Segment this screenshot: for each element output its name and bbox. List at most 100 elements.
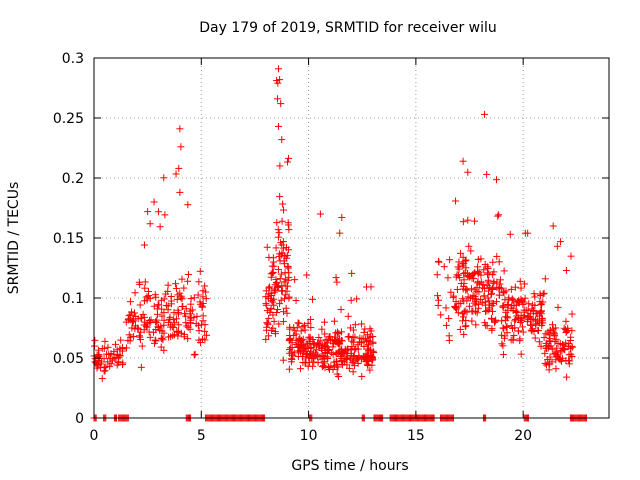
data-point [348, 269, 356, 277]
data-point [279, 238, 287, 246]
data-point [320, 359, 328, 367]
data-point [337, 306, 345, 314]
data-point [263, 319, 271, 327]
data-point [275, 122, 283, 130]
data-point [154, 323, 162, 331]
data-point [537, 319, 545, 327]
data-point [495, 211, 503, 219]
data-point [552, 335, 560, 343]
data-point [499, 288, 507, 296]
data-point [101, 367, 109, 375]
data-point [563, 373, 571, 381]
data-point [550, 350, 558, 358]
data-point [459, 313, 467, 321]
data-point [548, 345, 556, 353]
data-point [457, 249, 465, 257]
data-point [276, 257, 284, 265]
data-point [489, 258, 497, 266]
data-point [283, 251, 291, 259]
data-point [275, 229, 283, 237]
data-point [537, 342, 545, 350]
data-point [165, 333, 173, 341]
data-point [164, 287, 172, 295]
data-point [461, 323, 469, 331]
data-point [519, 300, 527, 308]
data-point [194, 322, 202, 330]
y-tick-label: 0.1 [62, 291, 84, 307]
data-point [494, 212, 502, 220]
data-point [164, 306, 172, 314]
data-point [517, 350, 525, 358]
data-point [501, 332, 509, 340]
data-point [334, 363, 342, 371]
data-point [272, 244, 280, 252]
data-point [547, 342, 555, 350]
data-point [292, 296, 300, 304]
data-point [147, 316, 155, 324]
data-point [463, 297, 471, 305]
data-point [324, 354, 332, 362]
data-point [274, 266, 282, 274]
data-point [109, 356, 117, 364]
data-point [489, 279, 497, 287]
data-point [297, 327, 305, 335]
data-point [128, 308, 136, 316]
data-point [94, 362, 102, 370]
data-point [286, 336, 294, 344]
data-point [433, 271, 441, 279]
data-point [265, 253, 273, 261]
data-point [150, 198, 158, 206]
data-point [329, 350, 337, 358]
data-point [172, 315, 180, 323]
data-point [532, 320, 540, 328]
data-point [489, 307, 497, 315]
data-point [262, 300, 270, 308]
data-point [138, 342, 146, 350]
data-point [130, 332, 138, 340]
data-point [542, 339, 550, 347]
data-point [520, 308, 528, 316]
data-point [477, 255, 485, 263]
data-point [334, 339, 342, 347]
data-point [504, 314, 512, 322]
data-point [502, 308, 510, 316]
data-point [307, 324, 315, 332]
data-point [472, 321, 480, 329]
data-point [304, 319, 312, 327]
data-point [519, 314, 527, 322]
data-point [354, 345, 362, 353]
data-point [341, 345, 349, 353]
data-point [481, 110, 489, 118]
data-point [562, 339, 570, 347]
data-point [451, 304, 459, 312]
chart-title: Day 179 of 2019, SRMTID for receiver wil… [199, 20, 497, 36]
data-point [484, 294, 492, 302]
data-point [445, 315, 453, 323]
data-point [540, 289, 548, 297]
data-point [301, 326, 309, 334]
data-point [554, 352, 562, 360]
data-point [486, 301, 494, 309]
data-point [141, 278, 149, 286]
data-point [284, 263, 292, 271]
data-point [275, 282, 283, 290]
data-point [519, 328, 527, 336]
data-point [286, 332, 294, 340]
data-point [197, 339, 205, 347]
data-point [538, 300, 546, 308]
data-point [525, 300, 533, 308]
data-point [268, 262, 276, 270]
data-point [539, 315, 547, 323]
data-point [498, 331, 506, 339]
data-point [488, 285, 496, 293]
data-point [562, 357, 570, 365]
data-point [115, 354, 123, 362]
data-point [364, 351, 372, 359]
data-point [480, 292, 488, 300]
data-point [509, 336, 517, 344]
data-point [534, 327, 542, 335]
data-point [187, 319, 195, 327]
data-point [544, 355, 552, 363]
data-point [451, 302, 459, 310]
